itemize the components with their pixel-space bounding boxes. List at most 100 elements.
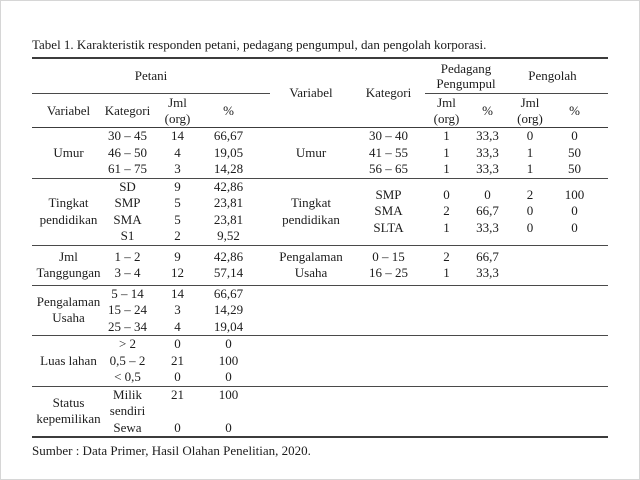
petani-kategori-value: 25 – 34 — [108, 318, 147, 334]
right-kategori-value: SLTA — [373, 219, 404, 235]
jml-label: Jml — [437, 95, 456, 110]
jml-label: Jml — [520, 95, 540, 110]
petani-jml-value: 0 — [174, 419, 181, 435]
col-header-pct-petani: % — [223, 102, 234, 118]
petani-kategori-value: > 2 — [118, 336, 137, 351]
pengolah-jml-value: 1 — [526, 144, 534, 160]
petani-jml-value: 2 — [174, 228, 181, 243]
right-variabel-cell — [270, 336, 352, 386]
pengolah-jml-value: 0 — [526, 128, 534, 143]
col-header-jml-petani: Jml (org) — [150, 94, 205, 127]
col-header-pct-pengolah: % — [569, 102, 580, 118]
pengolah-pct-cell: 0 50 50 — [553, 128, 608, 178]
petani-jml-value: 3 — [174, 302, 181, 317]
petani-pct-value: 66,67 — [213, 128, 244, 143]
pedagang-pct-value: 66,7 — [476, 203, 499, 219]
right-kategori-value: 56 – 65 — [369, 161, 408, 176]
pedagang-jml-cell — [425, 286, 468, 336]
petani-pct-value: 100 — [218, 386, 239, 402]
pengolah-jml-value: 1 — [526, 161, 534, 176]
petani-kategori-value: 46 – 50 — [108, 144, 147, 160]
pedagang-pct-cell — [468, 336, 507, 386]
right-kategori-value: 30 – 40 — [369, 128, 408, 143]
petani-jml-cell: 14 4 3 — [150, 128, 205, 178]
pedagang-pct-cell: 0 66,7 33,3 — [468, 179, 507, 245]
right-kategori-cell — [352, 286, 425, 336]
col-group-petani: Petani — [32, 59, 270, 94]
pedagang-pct-value: 0 — [484, 186, 491, 202]
right-kategori-cell — [352, 336, 425, 386]
petani-pct-value: 0 — [225, 369, 232, 384]
petani-pct-value: 57,14 — [213, 265, 244, 280]
pedagang-pct-value: 33,3 — [476, 144, 499, 160]
petani-pct-value: 0 — [225, 336, 232, 351]
characteristics-table: Petani Variabel Kategori Pedagang Pengum… — [32, 57, 608, 438]
pengolah-jml-cell — [507, 387, 553, 437]
org-label: (org) — [164, 110, 191, 126]
pedagang-pct-cell: 66,7 33,3 — [468, 249, 507, 282]
pedagang-jml-value: 2 — [443, 248, 450, 264]
table-section: Luas lahan > 2 0,5 – 2 < 0,5 0 21 0 0 100 0 — [32, 336, 608, 387]
petani-jml-value: 14 — [171, 128, 184, 143]
right-kategori-value: 16 – 25 — [369, 265, 408, 280]
petani-jml-cell: 0 21 0 — [150, 336, 205, 386]
right-kategori-cell: 30 – 40 41 – 55 56 – 65 — [352, 128, 425, 178]
petani-kategori-value: SD — [119, 178, 136, 194]
source-note: Sumber : Data Primer, Hasil Olahan Penel… — [32, 443, 311, 458]
petani-pct-value — [205, 403, 252, 420]
petani-jml-value: 21 — [171, 352, 184, 368]
petani-pct-value: 9,52 — [217, 228, 240, 243]
petani-pct-cell: 66,67 19,05 14,28 — [205, 128, 270, 178]
petani-kategori-value: 1 – 2 — [114, 248, 141, 264]
pengolah-pct-cell — [553, 249, 608, 282]
petani-pct-value: 23,81 — [213, 195, 244, 210]
petani-pct-value: 14,29 — [213, 302, 244, 317]
petani-kategori-cell: > 2 0,5 – 2 < 0,5 — [105, 336, 150, 386]
pengolah-pct-value: 50 — [568, 161, 581, 176]
petani-kategori-cell: 30 – 45 46 – 50 61 – 75 — [105, 128, 150, 178]
petani-jml-value: 12 — [171, 265, 184, 280]
petani-pct-cell: 100 0 — [205, 387, 270, 437]
petani-pct-value: 0 — [225, 419, 232, 435]
right-kategori-cell — [352, 387, 425, 437]
col-header-jml-pengolah: Jml (org) — [507, 94, 553, 127]
right-variabel-cell: Umur — [295, 144, 327, 160]
right-kategori-value: SMA — [374, 203, 403, 219]
pedagang-jml-cell — [425, 387, 468, 437]
pengolah-pct-cell — [553, 387, 608, 437]
petani-pct-value: 42,86 — [213, 248, 244, 264]
pengolah-jml-cell — [507, 286, 553, 336]
right-variabel-cell — [270, 387, 352, 437]
petani-jml-value: 0 — [174, 369, 181, 384]
petani-jml-value: 0 — [174, 336, 181, 351]
table-header: Petani Variabel Kategori Pedagang Pengum… — [32, 59, 608, 128]
petani-kategori-value: 30 – 45 — [108, 128, 147, 143]
pengolah-pct-value: 0 — [571, 219, 578, 235]
petani-pct-cell: 66,67 14,29 19,04 — [205, 286, 270, 336]
right-variabel-cell — [270, 286, 352, 336]
right-kategori-value: 0 – 15 — [372, 248, 405, 264]
petani-kategori-cell: SD SMP SMA S1 — [105, 179, 150, 245]
petani-pct-value: 19,05 — [213, 144, 244, 160]
petani-kategori-value: 3 – 4 — [114, 265, 141, 280]
petani-pct-value: 23,81 — [213, 211, 244, 227]
org-label: (org) — [433, 110, 460, 126]
table-section: Tingkat pendidikan SD SMP SMA S1 9 5 5 2 42,86 23,… — [32, 179, 608, 246]
pedagang-pct-value: 33,3 — [476, 219, 499, 235]
petani-pct-cell: 42,86 57,14 — [205, 249, 270, 282]
petani-pct-cell: 42,86 23,81 23,81 9,52 — [205, 179, 270, 245]
right-kategori-cell: SMP SMA SLTA — [352, 179, 425, 245]
col-header-kategori-right: Kategori — [365, 85, 412, 101]
petani-jml-value: 9 — [174, 248, 181, 264]
pedagang-pct-value: 33,3 — [476, 265, 499, 280]
pedagang-pct-value: 33,3 — [476, 128, 499, 143]
col-header-variabel-left: Variabel — [46, 102, 91, 118]
pengolah-pct-value: 0 — [571, 128, 578, 143]
